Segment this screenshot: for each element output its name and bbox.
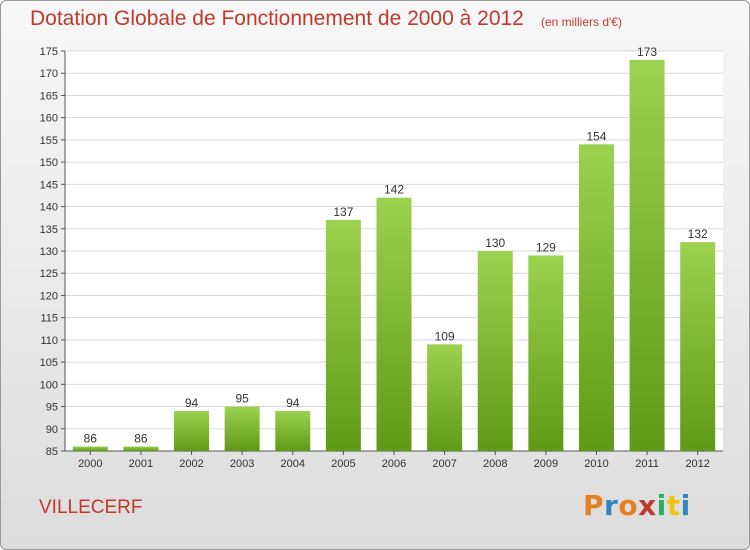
bar-2012 xyxy=(680,242,716,451)
proxiti-logo: Proxiti xyxy=(583,489,691,522)
value-label-2005: 137 xyxy=(333,205,353,219)
y-tick-label: 140 xyxy=(40,202,58,214)
chart-title: Dotation Globale de Fonctionnement de 20… xyxy=(30,7,524,30)
y-tick-label: 135 xyxy=(40,224,58,236)
value-label-2000: 86 xyxy=(84,432,98,446)
bar-2011 xyxy=(629,59,665,452)
y-tick-label: 90 xyxy=(46,424,58,436)
logo-letter: r xyxy=(604,489,619,522)
logo-letter: i xyxy=(680,489,691,522)
y-tick-label: 85 xyxy=(46,446,58,458)
y-tick-label: 105 xyxy=(40,357,58,369)
x-tick-label-2011: 2011 xyxy=(635,458,659,470)
x-tick-label-2008: 2008 xyxy=(483,458,507,470)
bar-2004 xyxy=(275,411,311,451)
y-tick-label: 170 xyxy=(40,68,58,80)
value-label-2006: 142 xyxy=(384,183,404,197)
value-label-2002: 94 xyxy=(185,396,199,410)
bar-2006 xyxy=(376,197,412,451)
bar-2005 xyxy=(325,219,361,451)
commune-name: VILLECERF xyxy=(39,497,143,518)
value-label-2011: 173 xyxy=(637,45,657,59)
bar-2000 xyxy=(72,446,108,451)
value-label-2012: 132 xyxy=(688,227,708,241)
value-label-2001: 86 xyxy=(134,432,148,446)
y-tick-label: 160 xyxy=(40,113,58,125)
y-tick-label: 130 xyxy=(40,246,58,258)
logo-letter: i xyxy=(656,489,667,522)
bar-2008 xyxy=(477,251,513,451)
x-tick-label-2010: 2010 xyxy=(584,458,608,470)
logo-letter: o xyxy=(618,489,639,522)
x-tick-label-2003: 2003 xyxy=(230,458,254,470)
logo-letter: x xyxy=(638,489,657,522)
x-tick-label-2005: 2005 xyxy=(331,458,355,470)
value-label-2007: 109 xyxy=(435,329,455,343)
y-tick-label: 95 xyxy=(46,402,58,414)
value-label-2003: 95 xyxy=(235,392,249,406)
x-tick-label-2004: 2004 xyxy=(281,458,305,470)
value-label-2004: 94 xyxy=(286,396,300,410)
y-tick-label: 115 xyxy=(40,313,58,325)
bar-2009 xyxy=(528,255,564,451)
x-tick-label-2006: 2006 xyxy=(382,458,406,470)
bar-2002 xyxy=(174,411,210,451)
y-tick-label: 175 xyxy=(40,46,58,58)
y-tick-label: 145 xyxy=(40,179,58,191)
bar-2003 xyxy=(224,406,260,451)
logo-letter: P xyxy=(583,489,605,522)
logo-letter: t xyxy=(666,489,681,522)
bar-2001 xyxy=(123,446,159,451)
x-tick-label-2012: 2012 xyxy=(685,458,709,470)
x-tick-label-2002: 2002 xyxy=(179,458,203,470)
bar-2007 xyxy=(427,344,463,451)
x-tick-label-2000: 2000 xyxy=(78,458,102,470)
x-tick-label-2009: 2009 xyxy=(534,458,558,470)
x-tick-label-2007: 2007 xyxy=(432,458,456,470)
chart-subtitle: (en milliers d'€) xyxy=(541,15,622,29)
bar-2010 xyxy=(578,144,614,452)
y-tick-label: 110 xyxy=(40,335,58,347)
y-tick-label: 155 xyxy=(40,135,58,147)
y-tick-label: 165 xyxy=(40,90,58,102)
y-tick-label: 150 xyxy=(40,157,58,169)
y-tick-label: 125 xyxy=(40,268,58,280)
y-tick-label: 120 xyxy=(40,290,58,302)
y-tick-label: 100 xyxy=(40,379,58,391)
value-label-2010: 154 xyxy=(586,129,606,143)
value-label-2008: 130 xyxy=(485,236,505,250)
value-label-2009: 129 xyxy=(536,240,556,254)
x-tick-label-2001: 2001 xyxy=(129,458,153,470)
